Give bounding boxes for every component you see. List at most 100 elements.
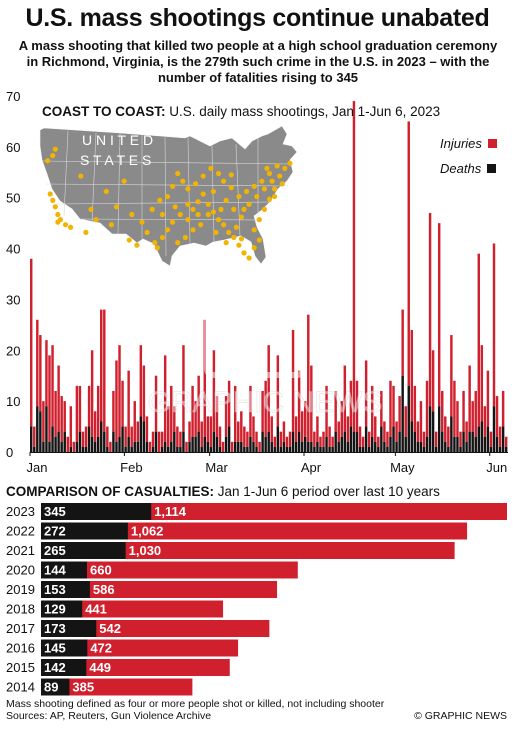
injury-bar xyxy=(504,436,508,447)
incident-dot xyxy=(238,236,245,242)
death-bar xyxy=(115,441,118,452)
injury-bar xyxy=(57,365,60,432)
incident-dot xyxy=(198,222,204,228)
death-bar xyxy=(246,446,249,452)
injury-bar xyxy=(151,431,155,447)
incident-dot xyxy=(152,240,158,246)
injuries-bar xyxy=(41,639,239,657)
injury-bar xyxy=(334,390,337,432)
death-bar xyxy=(340,436,343,452)
injury-bar xyxy=(54,390,57,437)
incident-dot xyxy=(180,178,186,184)
death-bar xyxy=(325,436,328,452)
deaths-bar xyxy=(41,659,87,676)
injury-bar xyxy=(106,426,109,447)
injury-bar xyxy=(410,329,414,422)
death-bar xyxy=(313,446,316,452)
incident-dot xyxy=(269,178,275,184)
death-bar xyxy=(377,446,380,452)
injury-bar xyxy=(233,385,237,442)
death-bar xyxy=(468,431,471,452)
injury-bar xyxy=(477,253,480,427)
deaths-value-label: 153 xyxy=(44,582,66,597)
incident-dot xyxy=(50,197,56,203)
incident-dot xyxy=(78,173,84,179)
injuries-value-label: 449 xyxy=(89,660,111,675)
death-bar xyxy=(410,421,414,452)
incident-dot xyxy=(144,229,150,235)
injury-bar xyxy=(240,411,243,442)
x-tick-label: May xyxy=(390,460,415,475)
y-tick-label: 70 xyxy=(6,89,20,104)
injury-bar xyxy=(389,380,392,437)
injury-bar xyxy=(489,431,493,447)
year-label: 2020 xyxy=(6,563,35,578)
injuries-bar xyxy=(41,620,270,637)
incident-dot xyxy=(185,201,191,207)
death-bar xyxy=(480,421,484,452)
death-bar xyxy=(170,441,173,452)
injuries-value-label: 472 xyxy=(90,641,112,656)
death-bar xyxy=(118,436,121,452)
incident-dot xyxy=(190,206,196,212)
death-bar xyxy=(453,436,456,452)
death-bar xyxy=(474,436,477,452)
injury-bar xyxy=(437,223,441,407)
y-tick-label: 0 xyxy=(6,445,13,460)
incident-dot xyxy=(218,206,224,212)
injury-bar xyxy=(349,380,353,427)
death-bar xyxy=(374,441,377,452)
injury-bar xyxy=(148,441,152,452)
death-bar xyxy=(489,446,493,452)
incident-dot xyxy=(126,237,132,243)
daily-bars xyxy=(30,101,508,452)
death-bar xyxy=(233,441,237,452)
daily-chart-legend: Injuries Deaths xyxy=(440,131,497,181)
death-bar xyxy=(434,446,438,452)
injury-bar xyxy=(480,345,484,422)
injury-bar xyxy=(255,431,258,447)
injury-bar xyxy=(182,345,185,432)
injuries-bar xyxy=(41,600,224,618)
injury-bar xyxy=(322,431,325,447)
incident-dot xyxy=(113,204,120,210)
death-bar xyxy=(471,431,474,452)
injury-bar xyxy=(310,365,313,442)
injury-bar xyxy=(203,319,206,437)
injury-bar xyxy=(51,345,54,427)
incident-dot xyxy=(251,245,257,251)
injury-bar xyxy=(69,406,73,447)
death-bar xyxy=(343,431,347,452)
death-bar xyxy=(328,446,331,452)
legend-swatch-injuries xyxy=(487,139,497,148)
injury-bar xyxy=(230,441,234,452)
injury-bar xyxy=(115,360,118,442)
injury-bar xyxy=(471,401,474,432)
death-bar xyxy=(462,431,465,452)
injury-bar xyxy=(212,350,216,432)
incident-dot xyxy=(236,193,242,200)
injury-bar xyxy=(188,421,191,442)
death-bar xyxy=(160,446,164,452)
death-bar xyxy=(103,431,106,452)
death-bar xyxy=(121,426,124,452)
year-label: 2023 xyxy=(6,504,35,519)
death-bar xyxy=(203,436,206,452)
death-bar xyxy=(492,406,496,452)
incident-dot xyxy=(175,170,181,177)
death-bar xyxy=(297,431,301,452)
injury-bar xyxy=(45,340,48,407)
death-bar xyxy=(459,446,462,452)
injury-bar xyxy=(206,416,210,442)
incident-dot xyxy=(149,206,155,212)
x-tick-label: Apr xyxy=(301,460,322,475)
incident-dot xyxy=(45,158,51,164)
incident-dot xyxy=(254,193,260,200)
incident-dot xyxy=(154,245,160,251)
footnote-sources: Sources: AP, Reuters, Gun Violence Archi… xyxy=(6,710,212,722)
injury-bar xyxy=(267,345,270,432)
death-bar xyxy=(124,446,127,452)
death-bar xyxy=(145,441,149,452)
deaths-value-label: 173 xyxy=(44,621,66,636)
injury-bar xyxy=(498,426,502,447)
